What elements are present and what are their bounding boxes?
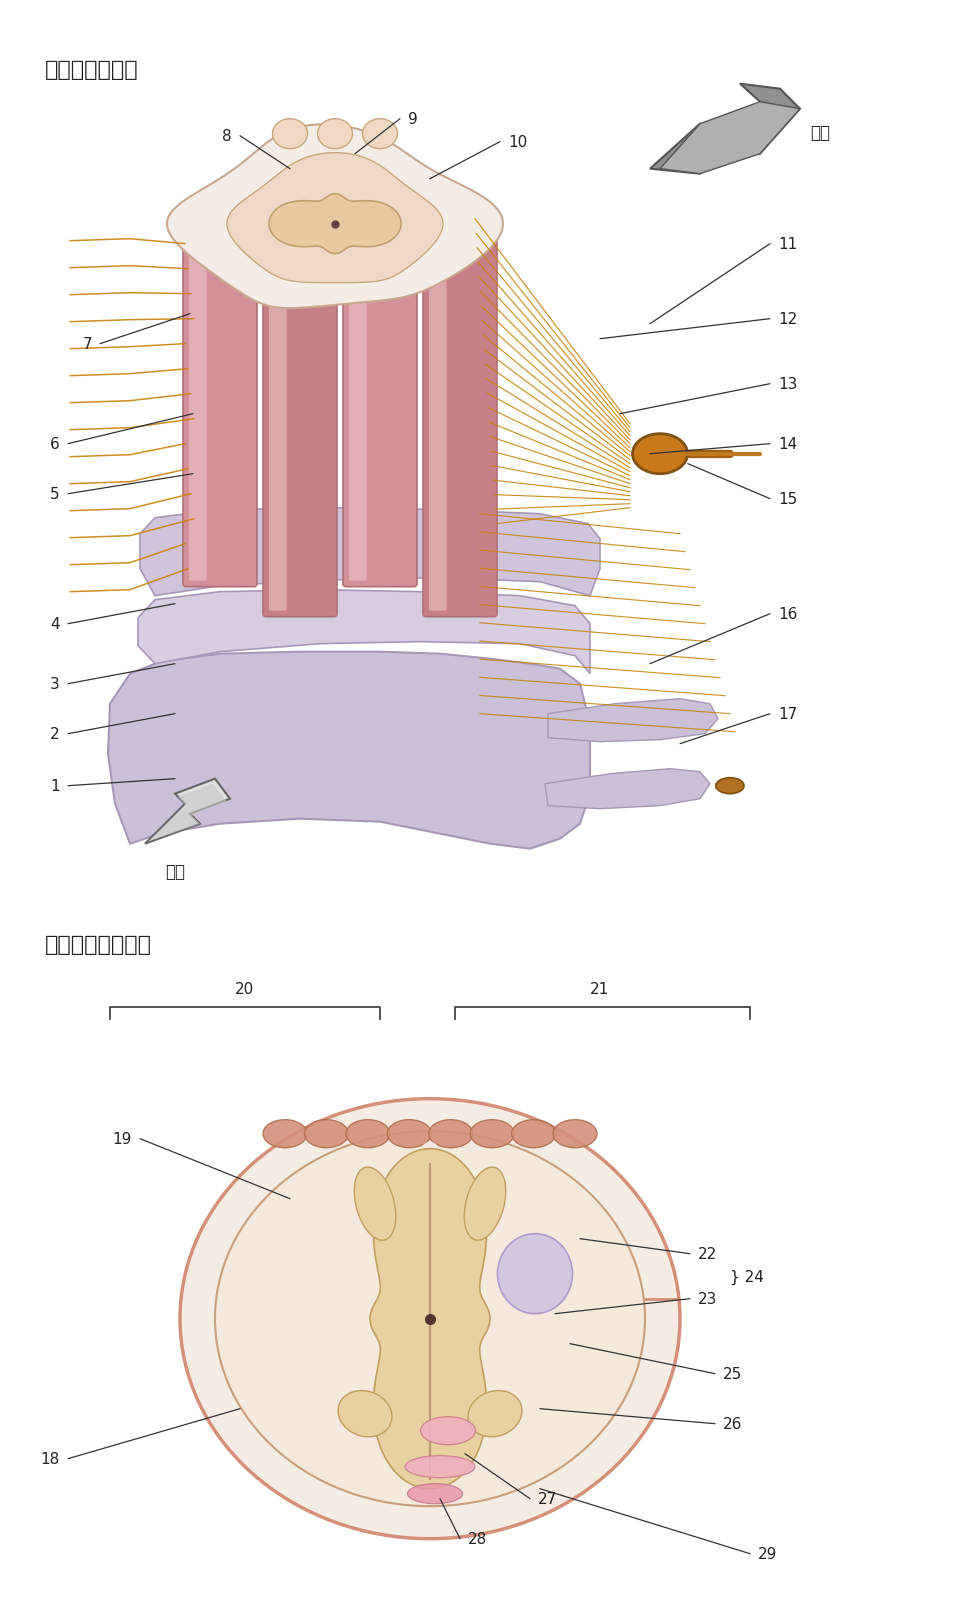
Ellipse shape — [420, 1417, 475, 1444]
Text: 7: 7 — [82, 337, 91, 351]
Text: 19: 19 — [112, 1132, 132, 1146]
FancyBboxPatch shape — [429, 238, 446, 612]
Polygon shape — [649, 85, 800, 175]
Ellipse shape — [553, 1120, 597, 1148]
Ellipse shape — [273, 120, 307, 149]
Text: 腹侧: 腹侧 — [165, 862, 185, 880]
Text: 21: 21 — [590, 982, 609, 997]
Text: 13: 13 — [778, 377, 797, 392]
Polygon shape — [269, 194, 400, 255]
Text: 28: 28 — [468, 1531, 487, 1546]
Text: 9: 9 — [408, 112, 417, 127]
Ellipse shape — [428, 1120, 473, 1148]
Ellipse shape — [337, 1390, 392, 1436]
Ellipse shape — [304, 1120, 348, 1148]
Ellipse shape — [214, 1132, 644, 1505]
Text: 17: 17 — [778, 706, 797, 722]
Text: 2: 2 — [51, 727, 60, 742]
Ellipse shape — [464, 1167, 505, 1241]
Ellipse shape — [405, 1456, 475, 1478]
Text: 6: 6 — [51, 437, 60, 453]
Text: 3: 3 — [51, 677, 60, 692]
Ellipse shape — [511, 1120, 555, 1148]
Text: 25: 25 — [722, 1366, 741, 1382]
Text: 脊髓的腹外侧面: 脊髓的腹外侧面 — [45, 59, 138, 80]
Text: 18: 18 — [41, 1451, 60, 1467]
Text: 脊髓的横切面解剖: 脊髓的横切面解剖 — [45, 934, 152, 953]
Polygon shape — [138, 591, 589, 674]
Ellipse shape — [362, 120, 397, 149]
Text: 22: 22 — [698, 1247, 717, 1262]
Text: 1: 1 — [51, 778, 60, 794]
Ellipse shape — [317, 120, 352, 149]
Ellipse shape — [497, 1234, 572, 1314]
FancyBboxPatch shape — [269, 238, 286, 612]
Ellipse shape — [387, 1120, 431, 1148]
Text: 27: 27 — [537, 1491, 557, 1505]
FancyBboxPatch shape — [183, 202, 256, 587]
Polygon shape — [547, 700, 718, 742]
Ellipse shape — [346, 1120, 390, 1148]
Text: 23: 23 — [698, 1292, 717, 1306]
Ellipse shape — [632, 435, 687, 475]
Polygon shape — [659, 103, 800, 175]
Text: 20: 20 — [235, 982, 254, 997]
FancyBboxPatch shape — [422, 231, 497, 618]
FancyBboxPatch shape — [189, 207, 207, 581]
Text: 29: 29 — [758, 1546, 777, 1562]
Text: 26: 26 — [722, 1416, 741, 1432]
Polygon shape — [140, 509, 599, 597]
Ellipse shape — [407, 1483, 462, 1504]
Text: 11: 11 — [778, 238, 797, 252]
Text: 14: 14 — [778, 437, 797, 453]
Text: } 24: } 24 — [729, 1270, 763, 1284]
Ellipse shape — [416, 1470, 443, 1502]
Ellipse shape — [263, 1120, 307, 1148]
Polygon shape — [544, 769, 709, 809]
FancyBboxPatch shape — [349, 207, 366, 581]
Ellipse shape — [470, 1120, 514, 1148]
Ellipse shape — [468, 1390, 521, 1436]
Polygon shape — [370, 1149, 490, 1489]
Ellipse shape — [354, 1167, 395, 1241]
Text: 4: 4 — [51, 616, 60, 632]
Text: 10: 10 — [507, 135, 527, 151]
Polygon shape — [167, 125, 502, 308]
FancyBboxPatch shape — [343, 202, 416, 587]
Text: 12: 12 — [778, 311, 797, 327]
FancyBboxPatch shape — [263, 231, 336, 618]
Ellipse shape — [716, 778, 743, 794]
Ellipse shape — [180, 1099, 679, 1539]
Text: 15: 15 — [778, 491, 797, 507]
Text: 16: 16 — [778, 607, 797, 621]
Text: 5: 5 — [51, 486, 60, 502]
Text: 背侧: 背侧 — [809, 124, 829, 141]
Ellipse shape — [418, 1143, 440, 1172]
Text: 8: 8 — [222, 128, 232, 144]
Polygon shape — [227, 154, 442, 284]
Polygon shape — [145, 778, 230, 844]
Polygon shape — [108, 652, 589, 849]
Polygon shape — [148, 785, 227, 843]
